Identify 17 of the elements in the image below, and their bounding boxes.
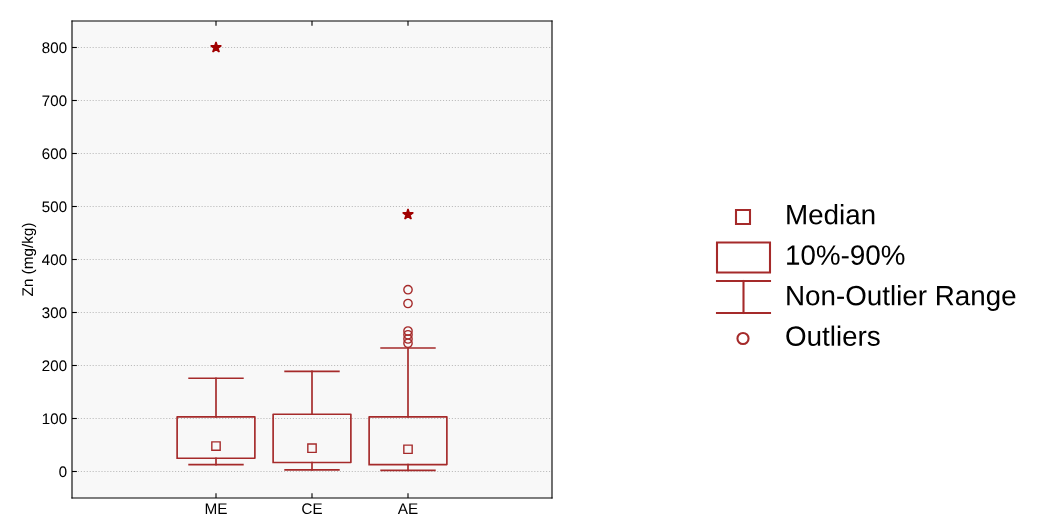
text: Median [787,204,875,225]
y-tick-label: 0 [59,466,67,478]
text: Outliers [786,325,880,346]
y-tick-label: 800 [42,42,67,54]
x-tick-label: AE [397,503,418,514]
y-tick-label: 600 [42,148,67,160]
y-tick-label: 300 [42,307,67,319]
y-tick-label: 200 [42,360,67,372]
y-tick-label: 500 [42,201,67,213]
x-tick-label: CE [302,503,322,515]
text: Non-Outlier Range [787,285,1016,311]
text: 10%-90% [787,245,905,265]
y-tick-label: 100 [42,413,67,425]
y-axis-title: Zn (mg/kg) [21,223,37,296]
y-tick-label: 400 [42,254,67,266]
x-tick-label: ME [205,503,227,514]
y-tick-label: 700 [42,95,67,107]
